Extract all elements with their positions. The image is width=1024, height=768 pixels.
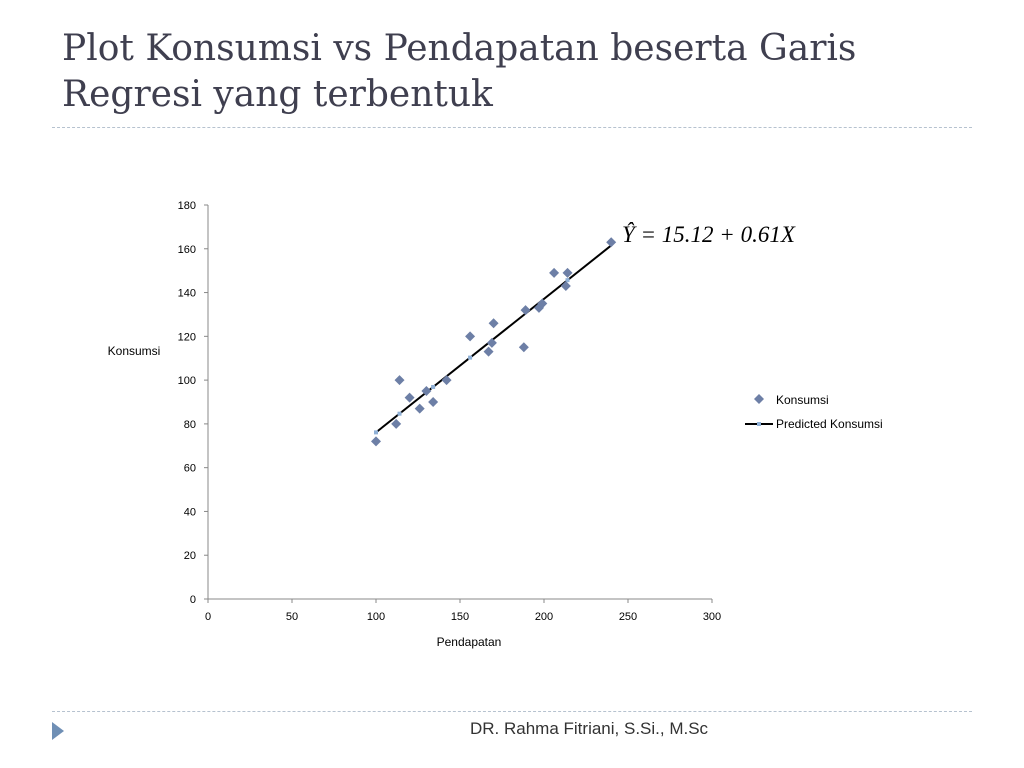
data-point (465, 331, 476, 342)
data-point (414, 403, 425, 414)
y-tick-label: 20 (184, 550, 196, 562)
predicted-point (397, 411, 402, 416)
data-point (404, 392, 415, 403)
data-point (483, 346, 494, 357)
y-tick-label: 160 (178, 244, 196, 256)
x-tick-label: 200 (535, 611, 553, 623)
predicted-point (565, 278, 570, 283)
y-tick-label: 60 (184, 463, 196, 475)
legend-label-predicted: Predicted Konsumsi (776, 417, 883, 431)
y-tick-label: 40 (184, 506, 196, 518)
data-point (549, 267, 560, 278)
regression-line (374, 244, 612, 435)
legend-label-konsumsi: Konsumsi (776, 393, 829, 407)
data-point (421, 386, 432, 397)
x-tick-label: 0 (205, 611, 211, 623)
predicted-point (431, 384, 436, 389)
regression-line-path (375, 244, 612, 434)
y-tick-label: 100 (178, 375, 196, 387)
data-point (371, 436, 381, 447)
y-tick-label: 80 (184, 419, 196, 431)
x-tick-label: 100 (367, 611, 385, 623)
legend-marker-predicted (757, 422, 761, 426)
x-tick-label: 300 (703, 611, 721, 623)
data-point (441, 375, 452, 386)
slide-title: Plot Konsumsi vs Pendapatan beserta Gari… (62, 28, 857, 115)
play-arrow-icon (52, 722, 64, 740)
data-point (486, 337, 497, 348)
x-tick-label: 50 (286, 611, 298, 623)
title-divider (52, 127, 972, 128)
data-point (606, 237, 617, 248)
y-tick-label: 180 (178, 200, 196, 212)
data-point (518, 342, 529, 353)
chart-axes (207, 205, 712, 600)
data-point (562, 267, 573, 278)
y-axis-label: Konsumsi (108, 344, 161, 358)
y-tick-label: 120 (178, 331, 196, 343)
chart-legend: Konsumsi Predicted Konsumsi (745, 393, 883, 431)
footer-author: DR. Rahma Fitriani, S.Si., M.Sc (470, 719, 709, 738)
data-point (520, 305, 531, 316)
y-axis-ticks: 0 20 40 60 80 100 120 140 160 180 (178, 200, 208, 606)
predicted-point (468, 355, 473, 360)
x-tick-label: 250 (619, 611, 637, 623)
y-tick-label: 140 (178, 288, 196, 300)
x-axis-label: Pendapatan (437, 635, 502, 649)
footer-divider (52, 711, 972, 712)
data-points (371, 237, 617, 447)
data-point (560, 280, 571, 291)
y-tick-label: 0 (190, 594, 196, 606)
regression-equation: Ŷ = 15.12 + 0.61X (622, 222, 796, 247)
data-point (537, 298, 548, 309)
data-point (488, 318, 499, 329)
x-tick-label: 150 (451, 611, 469, 623)
data-point (428, 397, 439, 407)
data-point (391, 418, 402, 429)
data-point (394, 375, 405, 386)
legend-marker-konsumsi (754, 394, 764, 404)
predicted-point (374, 430, 378, 435)
x-axis-ticks: 0 50 100 150 200 250 300 (205, 599, 721, 623)
